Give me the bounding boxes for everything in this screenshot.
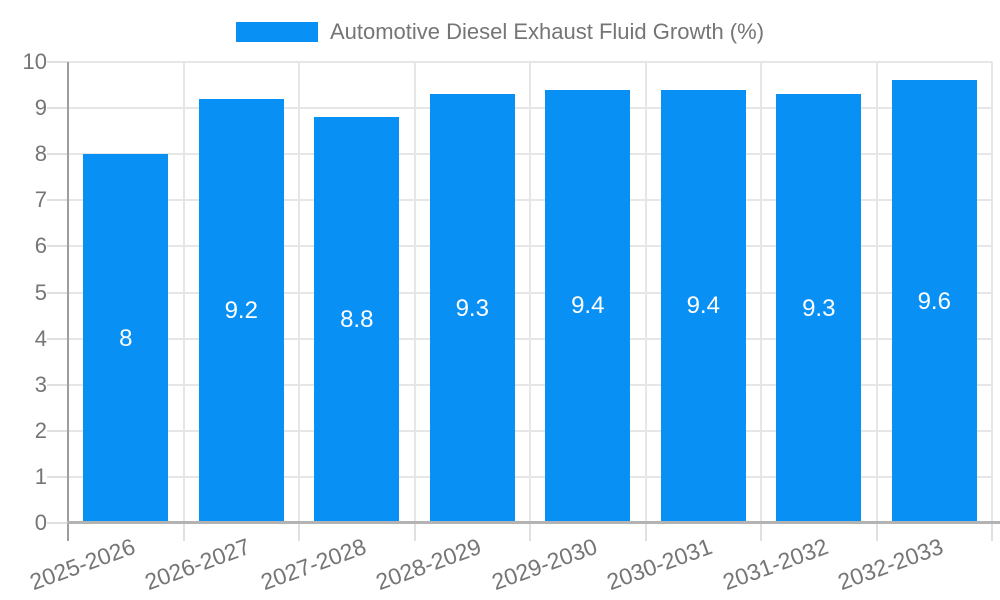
x-axis-tick xyxy=(760,523,762,541)
bar: 9.3 xyxy=(429,94,515,523)
x-axis-tick xyxy=(991,523,993,541)
v-gridline xyxy=(413,62,416,523)
bar-value-label: 9.3 xyxy=(455,294,489,322)
v-gridline xyxy=(298,62,300,523)
y-axis-tick xyxy=(47,429,68,432)
y-axis-tick xyxy=(47,291,68,294)
x-axis-tick xyxy=(67,523,69,541)
x-tick-label: 2030-2031 xyxy=(603,533,716,596)
bar-value-label: 8.8 xyxy=(340,306,374,334)
v-gridline xyxy=(529,62,531,523)
x-axis-tick xyxy=(298,523,300,541)
bar: 9.6 xyxy=(891,80,977,523)
bar: 9.4 xyxy=(660,89,746,523)
bar-value-label: 9.4 xyxy=(571,292,605,320)
y-axis-tick xyxy=(47,337,68,340)
y-tick-label: 6 xyxy=(34,233,47,259)
bar: 8 xyxy=(83,154,169,523)
x-tick-label: 2032-2033 xyxy=(834,533,947,596)
x-axis-tick xyxy=(413,523,416,541)
y-tick-label: 10 xyxy=(22,49,47,74)
y-axis-tick xyxy=(47,153,68,156)
bar-value-label: 9.6 xyxy=(917,287,951,315)
x-tick-label: 2027-2028 xyxy=(257,533,370,596)
x-axis-tick xyxy=(644,523,647,541)
y-axis-line xyxy=(67,62,69,523)
y-axis-tick xyxy=(47,245,68,248)
x-tick-label: 2031-2032 xyxy=(719,533,832,596)
y-tick-label: 0 xyxy=(34,510,47,535)
bar: 9.4 xyxy=(545,89,631,523)
v-gridline xyxy=(991,62,993,523)
x-tick-label: 2026-2027 xyxy=(141,533,254,596)
y-tick-label: 5 xyxy=(34,279,47,305)
x-tick-label: 2028-2029 xyxy=(372,533,485,596)
bar: 9.3 xyxy=(776,94,862,523)
bar: 9.2 xyxy=(198,98,284,523)
y-axis-tick xyxy=(47,383,68,386)
y-axis-tick xyxy=(47,475,68,478)
bar-value-label: 8 xyxy=(119,324,133,352)
x-tick-label: 2029-2030 xyxy=(488,533,601,596)
y-axis-tick xyxy=(47,61,68,63)
v-gridline xyxy=(644,62,647,523)
x-tick-label: 2025-2026 xyxy=(26,533,139,596)
y-tick-label: 2 xyxy=(34,417,47,443)
y-tick-label: 7 xyxy=(34,187,47,213)
bar-value-label: 9.3 xyxy=(802,294,836,322)
y-tick-label: 8 xyxy=(34,141,47,167)
y-axis-tick xyxy=(47,107,68,110)
y-tick-label: 3 xyxy=(34,371,47,397)
y-tick-label: 1 xyxy=(34,463,47,489)
v-gridline xyxy=(875,62,878,523)
legend-swatch xyxy=(235,22,318,42)
x-axis-tick xyxy=(182,523,185,541)
y-axis-tick xyxy=(47,199,68,202)
legend: Automotive Diesel Exhaust Fluid Growth (… xyxy=(0,20,1000,44)
v-gridline xyxy=(182,62,185,523)
y-axis-tick xyxy=(47,522,68,524)
legend-label: Automotive Diesel Exhaust Fluid Growth (… xyxy=(329,19,765,44)
x-axis-tick xyxy=(875,523,878,541)
bar-value-label: 9.4 xyxy=(686,292,720,320)
v-gridline xyxy=(760,62,762,523)
y-tick-label: 9 xyxy=(34,95,47,121)
y-tick-label: 4 xyxy=(34,325,47,351)
bar: 8.8 xyxy=(314,117,400,523)
x-axis-tick xyxy=(529,523,531,541)
x-axis-line xyxy=(67,521,1000,524)
bar-value-label: 9.2 xyxy=(224,296,258,324)
